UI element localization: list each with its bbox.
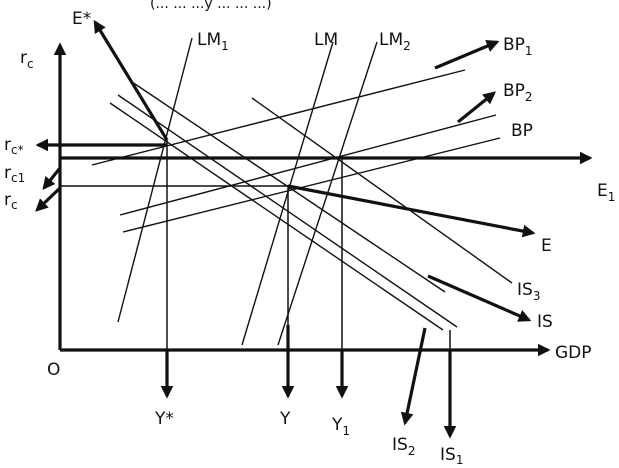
e-label: E bbox=[541, 236, 552, 256]
y1-label: Y1 bbox=[331, 415, 350, 438]
lm2-label: LM2 bbox=[379, 30, 411, 53]
arrow-bp1-shift bbox=[434, 40, 500, 70]
is-curve-b bbox=[109, 102, 444, 331]
lm-label: LM bbox=[314, 30, 338, 50]
origin-label: O bbox=[47, 360, 60, 380]
is-label: IS bbox=[537, 312, 553, 332]
arrow-is bbox=[427, 274, 532, 322]
is1-label: IS1 bbox=[440, 445, 463, 467]
is3-label: IS3 bbox=[517, 280, 540, 303]
rc-label: rc bbox=[4, 190, 18, 212]
arrow-e bbox=[287, 184, 536, 238]
arrow-e-star bbox=[93, 19, 169, 141]
arrow-is2 bbox=[400, 327, 427, 426]
bp-curve bbox=[122, 137, 501, 233]
arrow-bp2-shift bbox=[456, 91, 496, 124]
e-star-label: E* bbox=[72, 9, 91, 29]
arrow-rc1 bbox=[42, 167, 62, 190]
bp-label: BP bbox=[511, 121, 533, 141]
gdp-label: GDP bbox=[555, 343, 592, 363]
caption-fragment: (... ... ...y ... ... ...) bbox=[150, 0, 272, 12]
is3-curve bbox=[251, 97, 513, 284]
bp1-label: BP1 bbox=[503, 35, 533, 58]
y-axis-label: rc bbox=[20, 48, 34, 71]
e1-label: E1 bbox=[597, 181, 615, 204]
rc-star-label: rc* bbox=[4, 135, 24, 157]
bp2-curve bbox=[119, 114, 497, 216]
y-star-label: Y* bbox=[154, 409, 174, 429]
y-label: Y bbox=[279, 409, 291, 429]
rc1-label: rc1 bbox=[4, 163, 25, 185]
bp2-label: BP2 bbox=[503, 81, 533, 104]
lm1-curve bbox=[117, 37, 193, 323]
arrow-rc bbox=[35, 186, 62, 212]
is2-label: IS2 bbox=[392, 435, 415, 458]
lm1-label: LM1 bbox=[197, 30, 229, 53]
